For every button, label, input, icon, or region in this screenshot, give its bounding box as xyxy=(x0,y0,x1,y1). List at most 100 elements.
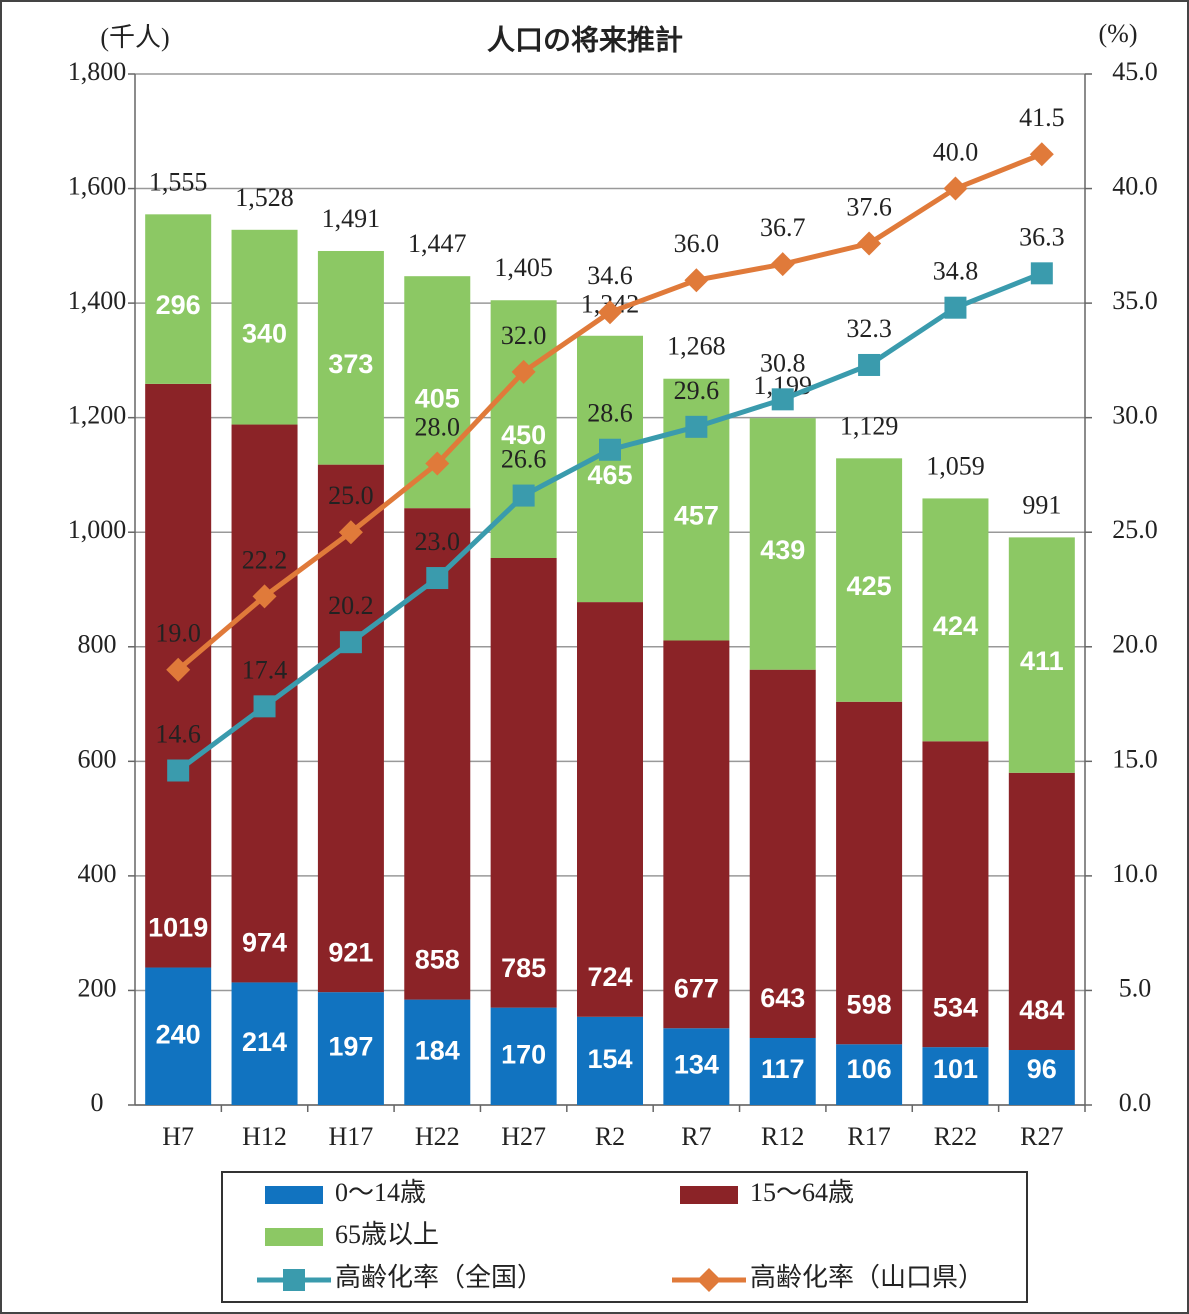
total-label: 1,491 xyxy=(322,204,381,233)
total-label: 1,268 xyxy=(667,332,726,361)
bar-segment xyxy=(317,464,384,993)
x-tick-label: H7 xyxy=(162,1122,194,1151)
segment-label: 643 xyxy=(760,983,805,1013)
segment-label: 785 xyxy=(501,953,546,983)
bar-segment xyxy=(922,741,989,1048)
segment-label: 296 xyxy=(156,290,201,320)
line-label: 36.0 xyxy=(674,229,720,258)
line-label: 36.7 xyxy=(760,213,806,242)
bar-segment xyxy=(231,982,298,1105)
segment-label: 921 xyxy=(328,937,373,967)
x-tick-label: H22 xyxy=(415,1122,460,1151)
line-marker xyxy=(338,520,363,545)
total-label: 1,129 xyxy=(840,411,899,440)
line-marker xyxy=(943,176,968,201)
segment-label: 106 xyxy=(847,1054,892,1084)
y2-tick-label: 30.0 xyxy=(1112,401,1158,430)
segment-label: 677 xyxy=(674,973,719,1003)
line-label: 20.2 xyxy=(328,591,374,620)
legend-label: 0～14歳 xyxy=(335,1178,426,1207)
bar-segment xyxy=(577,335,643,603)
x-tick-label: R22 xyxy=(934,1122,977,1151)
legend-marker xyxy=(283,1269,305,1291)
line-label: 29.6 xyxy=(674,376,720,405)
total-label: 1,059 xyxy=(926,451,985,480)
line-marker xyxy=(1029,142,1054,167)
line-marker xyxy=(770,252,795,277)
line-marker xyxy=(685,415,708,438)
y2-tick-label: 45.0 xyxy=(1112,57,1158,86)
line-label: 28.0 xyxy=(415,412,461,441)
line-marker xyxy=(944,296,967,319)
x-tick-label: R17 xyxy=(847,1122,890,1151)
segment-label: 170 xyxy=(501,1039,546,1069)
line-marker xyxy=(684,268,709,293)
segment-label: 373 xyxy=(328,349,373,379)
segment-label: 724 xyxy=(587,962,632,992)
segment-label: 534 xyxy=(933,992,978,1022)
y-tick-label: 1,800 xyxy=(68,57,127,86)
bar-segment xyxy=(749,1037,816,1105)
line-label: 37.6 xyxy=(846,193,892,222)
bar-segment xyxy=(836,458,903,702)
bar-segment xyxy=(577,1016,643,1105)
line-label: 28.6 xyxy=(587,399,633,428)
legend-swatch xyxy=(680,1186,738,1204)
segment-label: 457 xyxy=(674,501,719,531)
line-marker xyxy=(857,231,882,256)
line-marker xyxy=(1030,262,1053,285)
y-tick-label: 1,600 xyxy=(68,172,127,201)
line-label: 34.6 xyxy=(587,261,633,290)
segment-label: 425 xyxy=(847,571,892,601)
segment-label: 240 xyxy=(156,1019,201,1049)
line-label: 41.5 xyxy=(1019,103,1065,132)
y-tick-label: 1,000 xyxy=(68,515,127,544)
total-label: 1,555 xyxy=(149,167,208,196)
y2-tick-label: 20.0 xyxy=(1112,630,1158,659)
line-label: 17.4 xyxy=(242,655,288,684)
y-tick-label: 0 xyxy=(91,1088,104,1117)
x-tick-label: R2 xyxy=(595,1122,625,1151)
bar-segment xyxy=(836,701,903,1045)
bar-segment xyxy=(404,999,471,1105)
y2-tick-label: 10.0 xyxy=(1112,859,1158,888)
bar-segment xyxy=(404,508,471,1000)
segment-label: 974 xyxy=(242,928,287,958)
line-label: 40.0 xyxy=(933,138,979,167)
line-label: 14.6 xyxy=(155,719,201,748)
y2-tick-label: 35.0 xyxy=(1112,286,1158,315)
line-marker xyxy=(599,438,621,461)
x-tick-label: R7 xyxy=(681,1122,711,1151)
line-marker xyxy=(167,759,190,782)
bar-segment xyxy=(490,557,557,1008)
segment-label: 1019 xyxy=(148,913,208,943)
bar-segment xyxy=(317,992,384,1105)
segment-label: 117 xyxy=(761,1054,805,1084)
segment-label: 465 xyxy=(587,460,632,490)
segment-label: 214 xyxy=(242,1027,287,1057)
total-label: 1,405 xyxy=(494,253,553,282)
segment-label: 424 xyxy=(933,611,978,641)
line-label: 26.6 xyxy=(501,445,547,474)
y-axis-label: (千人) xyxy=(100,23,169,52)
segment-label: 484 xyxy=(1019,995,1064,1025)
line-label: 22.2 xyxy=(242,545,288,574)
line-marker xyxy=(166,657,191,682)
x-tick-label: H12 xyxy=(242,1122,287,1151)
x-tick-label: R12 xyxy=(761,1122,804,1151)
bar-segment xyxy=(836,1044,903,1105)
bar-segment xyxy=(1008,1050,1075,1105)
segment-label: 450 xyxy=(501,420,546,450)
line-marker xyxy=(339,631,362,654)
segment-label: 101 xyxy=(933,1054,978,1084)
line-marker xyxy=(598,300,622,325)
bar-segment xyxy=(577,602,643,1017)
x-tick-label: H17 xyxy=(329,1122,374,1151)
x-tick-label: R27 xyxy=(1020,1122,1063,1151)
chart-title: 人口の将来推計 xyxy=(487,23,683,55)
legend-swatch xyxy=(265,1186,323,1204)
y2-axis-label: (%) xyxy=(1099,19,1138,48)
y-tick-label: 1,400 xyxy=(68,286,127,315)
bar-segment xyxy=(145,967,212,1105)
bar-segment xyxy=(663,1028,730,1105)
